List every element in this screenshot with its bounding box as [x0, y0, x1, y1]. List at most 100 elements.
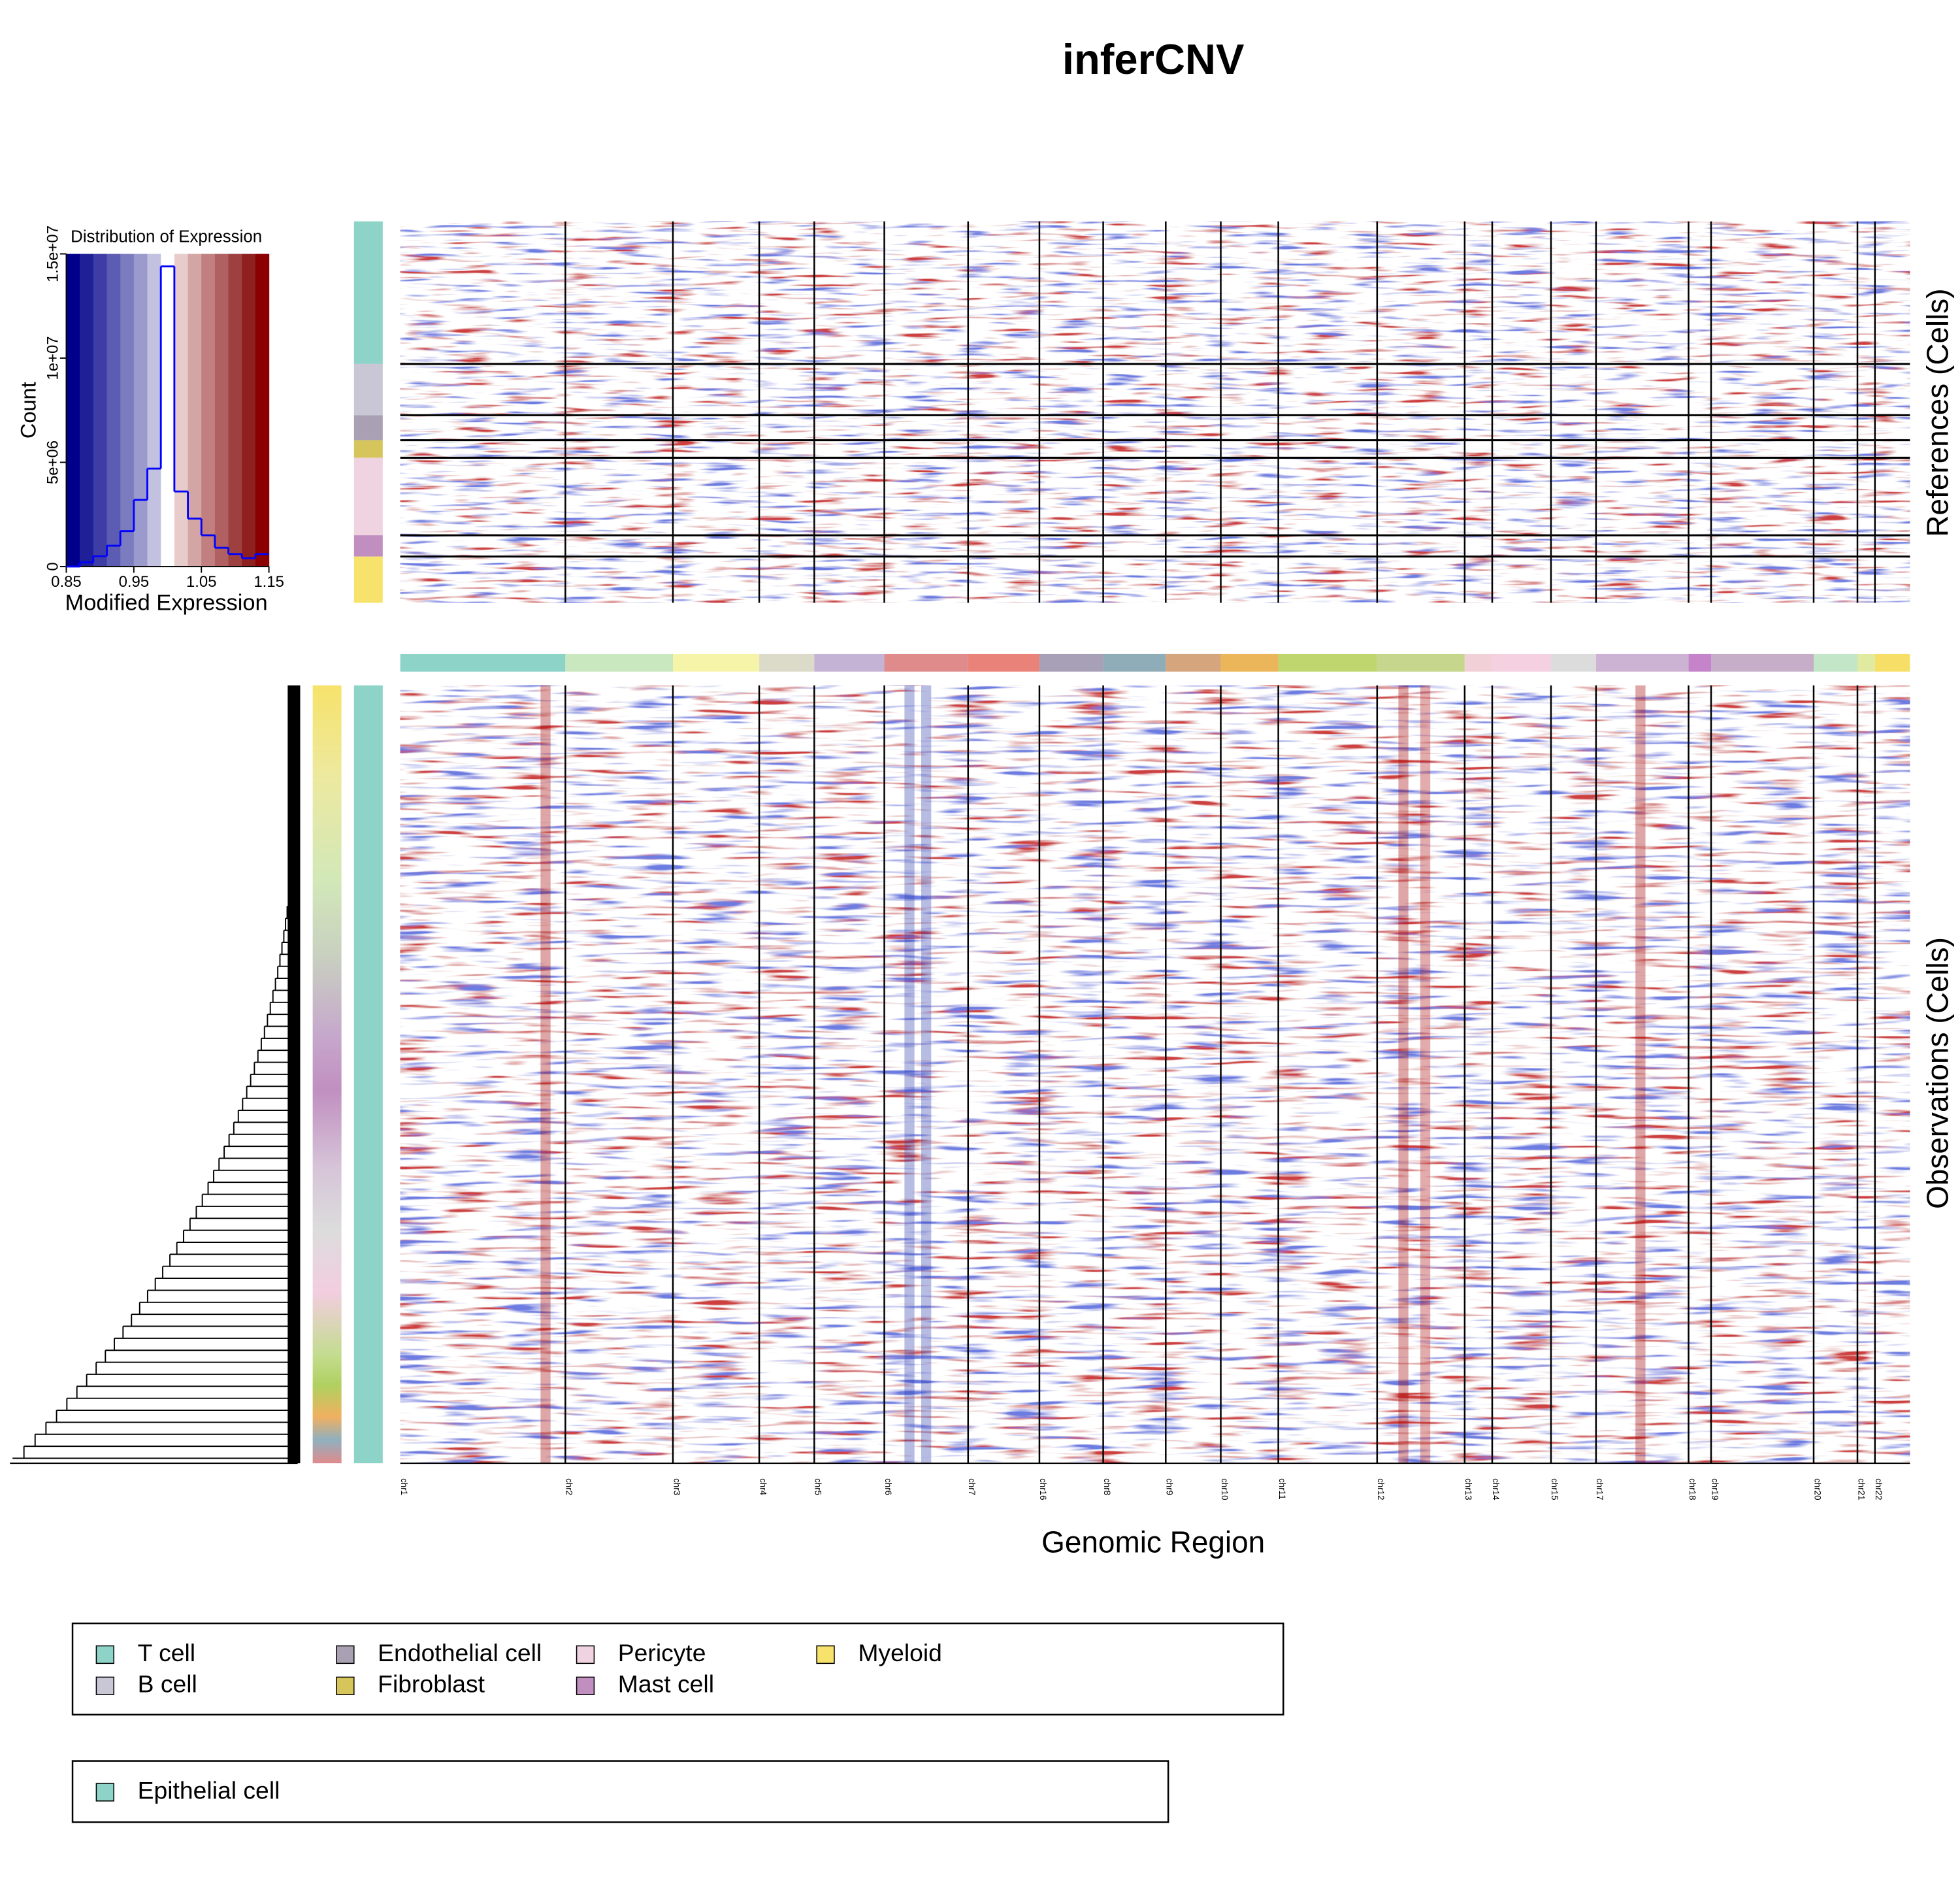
- reference-group-bar: [353, 457, 383, 536]
- chromosome-bar: [1711, 653, 1814, 672]
- observation-group-bar: [353, 685, 383, 1464]
- heatmap-texture: [1420, 685, 1431, 1464]
- chromosome-label: chr8: [1102, 1478, 1112, 1495]
- chromosome-bar: [1688, 653, 1712, 672]
- y-tick-label: 1e+07: [44, 336, 62, 380]
- x-tick-label: 0.95: [119, 573, 150, 591]
- heatmap-texture: [904, 685, 915, 1464]
- chromosome-bar: [1814, 653, 1858, 672]
- reference-group-bar: [353, 363, 383, 416]
- chromosome-bar: [672, 653, 760, 672]
- legend-box: [71, 1760, 1169, 1823]
- y-tick-label: 1.5e+07: [44, 225, 62, 282]
- chromosome-label: chr20: [1812, 1478, 1822, 1500]
- x-axis-label: Modified Expression: [65, 590, 268, 615]
- chromosome-label: chr21: [1856, 1478, 1866, 1500]
- chromosome-bar: [759, 653, 815, 672]
- chromosome-bar: [1874, 653, 1910, 672]
- chromosome-bar: [1550, 653, 1596, 672]
- chromosome-bar: [1857, 653, 1875, 672]
- chromosome-bar: [1377, 653, 1465, 672]
- chromosome-label: chr6: [883, 1478, 893, 1495]
- reference-group-bar: [353, 535, 383, 557]
- chromosome-label: chr9: [1165, 1478, 1175, 1495]
- color-key-band: [133, 254, 148, 567]
- chromosome-bar: [968, 653, 1039, 672]
- legend-swatch: [95, 1783, 114, 1802]
- chromosome-label: chr12: [1376, 1478, 1386, 1500]
- chromosome-label: chr3: [672, 1478, 681, 1495]
- chromosome-bar: [1595, 653, 1689, 672]
- chromosome-bar: [814, 653, 885, 672]
- y-axis-label: Count: [17, 382, 41, 438]
- x-tick-label: 0.85: [51, 573, 82, 591]
- legend-label: Fibroblast: [378, 1670, 485, 1698]
- legend-label: Pericyte: [618, 1639, 706, 1666]
- legend-swatch: [95, 1676, 114, 1695]
- chromosome-label: chr18: [1688, 1478, 1697, 1500]
- color-key-band: [66, 254, 80, 567]
- chromosome-bar: [1492, 653, 1551, 672]
- reference-group-bar: [353, 415, 383, 440]
- chromosome-label: chr11: [1277, 1478, 1287, 1499]
- x-tick-label: 1.05: [186, 573, 217, 591]
- chromosome-bar: [884, 653, 968, 672]
- chromosome-label: chr10: [1220, 1478, 1230, 1500]
- legend-swatch: [576, 1645, 595, 1664]
- color-key-band: [147, 254, 161, 567]
- observation-heatmap: [400, 685, 1910, 1464]
- legend-label: T cell: [138, 1639, 196, 1666]
- chromosome-label: chr15: [1550, 1478, 1560, 1500]
- reference-heatmap: [400, 221, 1910, 603]
- color-key-band: [161, 254, 175, 567]
- chromosome-label: chr2: [564, 1478, 574, 1495]
- chromosome-bar: [1220, 653, 1279, 672]
- chromosome-bar: [565, 653, 673, 672]
- chromosome-bar: [1278, 653, 1377, 672]
- chromosome-bar: [1166, 653, 1221, 672]
- color-key-band: [80, 254, 94, 567]
- legend-label: Mast cell: [618, 1670, 714, 1698]
- figure-title: inferCNV: [1062, 35, 1244, 83]
- chromosome-label: chr22: [1874, 1478, 1884, 1500]
- legend-label: Endothelial cell: [378, 1639, 542, 1666]
- observation-label: Observations (Cells): [1921, 937, 1955, 1209]
- reference-group-bar: [353, 556, 383, 603]
- color-key-band: [214, 254, 229, 567]
- subcluster-bar: [312, 685, 342, 1464]
- reference-label: References (Cells): [1921, 288, 1955, 537]
- color-key-band: [255, 254, 270, 567]
- chromosome-label: chr1: [399, 1478, 409, 1495]
- legend-box: [71, 1622, 1284, 1716]
- dendrogram: [10, 690, 299, 1464]
- color-key-band: [201, 254, 216, 567]
- heatmap-texture: [540, 685, 551, 1464]
- color-key-band: [93, 254, 108, 567]
- y-tick-label: 5e+06: [44, 440, 62, 484]
- chromosome-label: chr14: [1491, 1478, 1501, 1500]
- legend-swatch: [576, 1676, 595, 1695]
- color-key-band: [242, 254, 256, 567]
- chromosome-label: chr4: [758, 1478, 768, 1496]
- chromosome-bar: [1039, 653, 1103, 672]
- chromosome-bar: [400, 653, 566, 672]
- legend-label: B cell: [138, 1670, 197, 1698]
- legend-swatch: [816, 1645, 835, 1664]
- x-axis-label: Genomic Region: [1041, 1525, 1265, 1559]
- color-key-band: [106, 254, 121, 567]
- legend-label: Myeloid: [858, 1639, 942, 1666]
- chromosome-bar: [1103, 653, 1166, 672]
- histogram-title: Distribution of Expression: [71, 227, 262, 246]
- chromosome-label: chr17: [1595, 1478, 1605, 1500]
- heatmap-texture: [921, 685, 932, 1464]
- chromosome-bar: [1464, 653, 1492, 672]
- color-key-band: [188, 254, 202, 567]
- dendrogram-leaves: [287, 685, 301, 1464]
- chromosome-label: chr13: [1463, 1478, 1473, 1500]
- chromosome-label: chr5: [813, 1478, 823, 1495]
- color-key-band: [120, 254, 135, 567]
- heatmap-texture: [1398, 685, 1409, 1464]
- color-key-band: [228, 254, 242, 567]
- color-key-band: [174, 254, 189, 567]
